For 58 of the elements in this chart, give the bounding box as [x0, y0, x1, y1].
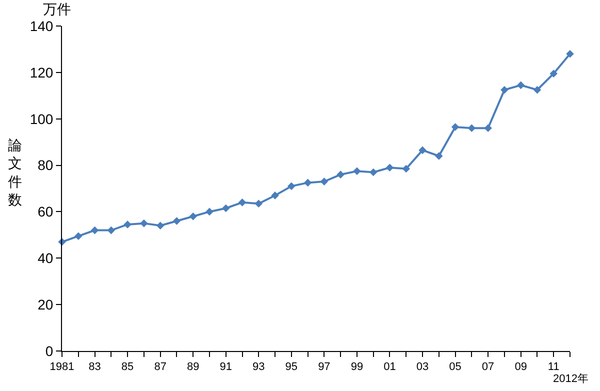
x-tick-label: 95	[285, 361, 298, 374]
y-tick-label: 60	[38, 204, 54, 220]
point	[304, 178, 312, 187]
y-tick-label: 20	[38, 296, 54, 312]
point	[566, 50, 574, 58]
x-tick-label: 89	[186, 361, 200, 374]
point	[533, 86, 542, 94]
point	[222, 204, 230, 212]
text: 万件	[43, 1, 71, 17]
x-tick-label: 09	[514, 361, 527, 374]
x-tick-label: 99	[350, 361, 364, 374]
point	[172, 217, 181, 225]
point	[516, 81, 525, 90]
point	[386, 164, 394, 172]
x-tick-label: 85	[121, 361, 134, 374]
point	[500, 86, 508, 94]
y-tick-label: 40	[38, 250, 54, 266]
point	[288, 182, 296, 190]
point	[484, 124, 492, 132]
y-tick-label: 80	[38, 157, 54, 174]
y-tick-label: 0	[45, 342, 54, 359]
point	[336, 170, 344, 178]
point	[451, 123, 460, 131]
x-tick-label: 87	[154, 361, 166, 374]
point	[124, 220, 132, 228]
point	[206, 208, 214, 216]
x-tick-label: 83	[88, 361, 101, 374]
x-tick-label: 97	[318, 361, 330, 374]
x-tick-label: 05	[449, 361, 462, 374]
point	[550, 70, 558, 78]
point	[238, 198, 246, 206]
x-tick-label: 03	[416, 361, 429, 374]
x-tick-label: 01	[384, 361, 396, 374]
point	[353, 167, 361, 175]
point	[140, 219, 148, 228]
x-tick-label: 91	[220, 361, 232, 374]
point	[402, 164, 410, 173]
point	[90, 226, 99, 234]
point	[435, 152, 443, 160]
y-tick-label: 100	[30, 110, 54, 127]
x-tick-label: 2012年	[553, 373, 588, 385]
point	[107, 226, 116, 234]
point	[320, 178, 328, 186]
x-tick-label: 1981	[50, 361, 74, 374]
y-axis-title: 論文件数	[8, 137, 22, 208]
y-tick-label: 140	[30, 18, 54, 34]
x-tick-label: 07	[482, 361, 494, 374]
x-tick-label: 93	[252, 361, 265, 374]
point	[254, 200, 263, 208]
y-tick-label: 120	[30, 64, 54, 80]
point	[189, 212, 197, 220]
point	[369, 168, 378, 176]
point	[418, 146, 426, 154]
x-tick-label: 11	[548, 361, 560, 374]
point	[74, 232, 82, 240]
point	[156, 222, 164, 230]
point	[271, 192, 279, 200]
point	[468, 124, 476, 132]
